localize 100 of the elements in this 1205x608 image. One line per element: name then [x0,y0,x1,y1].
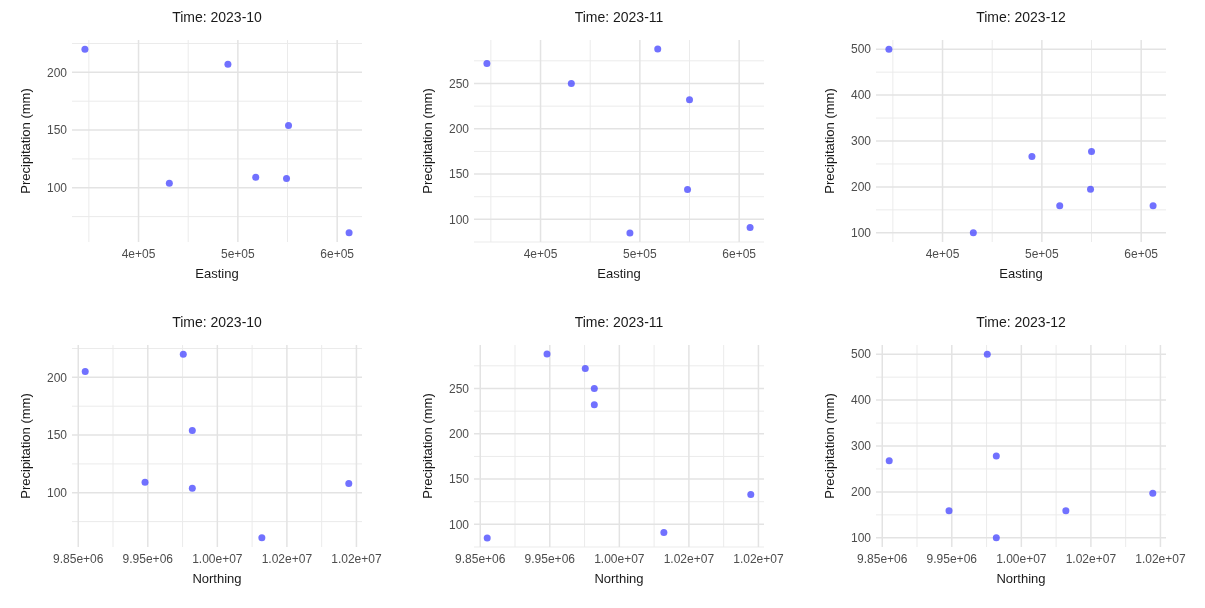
x-tick-label: 5e+05 [1025,247,1060,261]
point [81,45,89,53]
y-tick-label: 100 [46,180,68,195]
y-tick-label: 200 [448,426,470,441]
x-tick-label: 4e+05 [925,247,960,261]
point [567,79,575,87]
y-tick-label: 200 [46,370,68,385]
point [179,350,187,358]
y-tick-label: 400 [850,393,872,408]
y-tick-label: 400 [850,88,872,103]
x-axis-title: Northing [192,571,242,586]
x-tick-label: 1.00e+07 [192,552,243,566]
point [1062,507,1070,515]
y-tick-label: 250 [448,381,470,396]
x-tick-label: 9.85e+06 [857,552,908,566]
point [188,426,196,434]
x-tick-label: 1.02e+07 [663,552,715,566]
y-tick-label: 300 [850,439,872,454]
point [969,229,977,237]
y-axis-title: Precipitation (mm) [18,393,33,499]
point [945,507,953,515]
y-axis-title: Precipitation (mm) [822,393,837,499]
point [345,229,353,237]
x-tick-label: 4e+05 [523,247,558,261]
y-tick-label: 100 [46,485,68,500]
point [983,350,991,358]
x-tick-label: 1.02e+07 [1135,552,1186,566]
point [1088,148,1096,156]
point [258,534,266,542]
point [165,179,173,187]
point [1087,185,1095,193]
x-axis-title: Easting [999,266,1043,281]
y-tick-label: 100 [850,226,872,241]
y-tick-label: 150 [46,123,68,138]
point [188,484,196,492]
chart-title: Time: 2023-12 [976,314,1067,330]
y-tick-label: 100 [448,517,470,532]
point [626,229,634,237]
point [1028,153,1036,161]
point [747,490,755,498]
x-tick-label: 6e+05 [320,247,355,261]
y-axis-title: Precipitation (mm) [420,88,435,194]
point [252,173,260,181]
x-tick-label: 1.00e+07 [594,552,645,566]
x-tick-label: 1.02e+07 [1065,552,1117,566]
point [581,365,589,373]
point [746,224,754,232]
x-tick-label: 1.00e+07 [996,552,1047,566]
point [141,478,149,486]
x-tick-label: 9.95e+06 [524,552,576,566]
x-tick-label: 4e+05 [121,247,156,261]
x-axis-title: Northing [594,571,644,586]
x-tick-label: 9.95e+06 [122,552,174,566]
y-tick-label: 500 [850,42,872,57]
y-axis-title: Precipitation (mm) [18,88,33,194]
x-axis-title: Easting [597,266,641,281]
y-tick-label: 100 [448,212,470,227]
chart-title: Time: 2023-11 [574,9,664,25]
point [224,60,232,68]
x-tick-label: 5e+05 [221,247,256,261]
x-tick-label: 5e+05 [623,247,658,261]
x-axis-title: Northing [996,571,1046,586]
point [345,480,353,488]
point [885,457,893,465]
point [684,185,692,193]
y-tick-label: 150 [46,428,68,443]
x-tick-label: 1.02e+07 [331,552,382,566]
y-tick-label: 200 [46,65,68,80]
point [543,350,551,358]
y-axis-title: Precipitation (mm) [822,88,837,194]
chart-title: Time: 2023-12 [976,9,1067,25]
point [483,534,491,542]
x-tick-label: 9.85e+06 [455,552,506,566]
chart-title: Time: 2023-10 [172,9,263,25]
x-tick-label: 6e+05 [722,247,757,261]
y-tick-label: 100 [850,531,872,546]
y-tick-label: 200 [448,121,470,136]
y-tick-label: 150 [448,167,470,182]
point [590,401,598,409]
point [660,529,668,537]
point [81,368,89,376]
point [590,384,598,392]
y-tick-label: 200 [850,180,872,195]
point [483,60,491,68]
x-tick-label: 6e+05 [1124,247,1159,261]
chart-title: Time: 2023-10 [172,314,263,330]
point [992,534,1000,542]
point [885,45,893,53]
y-tick-label: 200 [850,485,872,500]
point [992,452,1000,460]
x-tick-label: 1.02e+07 [733,552,784,566]
y-tick-label: 300 [850,134,872,149]
point [654,45,662,53]
y-axis-title: Precipitation (mm) [420,393,435,499]
y-tick-label: 250 [448,76,470,91]
point [1149,202,1157,210]
y-tick-label: 150 [448,472,470,487]
point [1149,489,1157,497]
point [1056,202,1064,210]
x-tick-label: 1.02e+07 [261,552,313,566]
